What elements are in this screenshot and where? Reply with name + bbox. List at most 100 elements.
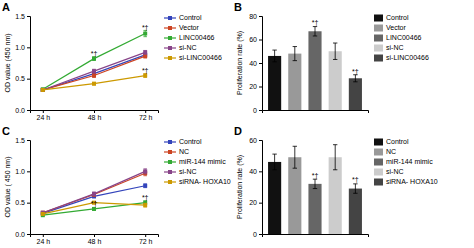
y-axis-tick-label: 0.5: [15, 75, 25, 82]
y-axis-tick: 60: [249, 36, 262, 43]
point: [143, 203, 147, 207]
legend-label: Control: [386, 138, 409, 145]
panel-label: C: [2, 125, 10, 137]
legend-entry: siRNA- HOXA10: [374, 178, 438, 185]
legend-label: siRNA- HOXA10: [179, 178, 231, 185]
x-axis: 24 h 48 h 72 h: [31, 110, 159, 121]
series: [41, 169, 147, 215]
y-axis-tick-mark: [27, 110, 30, 111]
x-axis-tick-mark: [43, 234, 44, 237]
legend: ControlVectorLINC00466si-NCsi-LINC00466: [374, 14, 429, 61]
plot-area: [268, 27, 362, 110]
legend-swatch: [374, 179, 383, 186]
x-axis: [263, 111, 369, 114]
error-bar: [143, 50, 147, 54]
y-axis-tick-mark: [259, 110, 262, 111]
legend-entry: siRNA- HOXA10: [164, 178, 231, 185]
legend-label: miR-144 mimic: [179, 158, 226, 165]
legend-label: si-LINC00466: [386, 54, 429, 61]
error-bar: [143, 54, 147, 58]
legend-entry: Control: [164, 14, 202, 21]
legend-entry: si-NC: [374, 44, 404, 51]
y-axis-tick-mark: [259, 171, 262, 172]
point: [92, 207, 96, 211]
legend-marker: [168, 170, 172, 174]
legend-entry: miR-144 mimic: [164, 158, 226, 165]
legend: ControlNCmiR-144 mimicsi-NCsiRNA- HOXA10: [164, 138, 231, 185]
point: [41, 88, 45, 92]
legend-marker: [168, 36, 172, 40]
point: [143, 184, 147, 188]
x-axis-tick: 24 h: [36, 110, 50, 121]
legend-swatch: [374, 45, 383, 52]
x-axis-tick: 72 h: [139, 234, 153, 245]
y-axis-tick: 20: [249, 199, 262, 206]
y-axis-tick-mark: [259, 40, 262, 41]
y-axis-tick-label: 60: [249, 36, 257, 43]
y-axis-tick-mark: [27, 79, 30, 80]
annotation: *†: [142, 24, 149, 31]
point: [92, 193, 96, 197]
y-axis-tick: 80: [249, 13, 262, 20]
series: [41, 184, 147, 216]
legend-entry: Vector: [164, 24, 200, 31]
legend-marker: [168, 180, 172, 184]
x-axis-tick-mark: [43, 110, 44, 113]
y-axis-tick-mark: [259, 63, 262, 64]
y-axis-tick-label: 60: [249, 137, 257, 144]
y-axis-tick: 1.5: [15, 13, 30, 20]
error-bar: [143, 184, 147, 188]
x-axis-tick-label: 48 h: [88, 238, 102, 245]
series: [41, 201, 147, 216]
legend-entry: LINC00466: [374, 34, 422, 41]
series: [41, 30, 147, 91]
x-axis-tick-label: 72 h: [139, 114, 153, 121]
legend-entry: Vector: [374, 24, 407, 31]
annotation: *†: [91, 50, 98, 57]
x-axis-line: [31, 111, 159, 114]
legend-swatch: [374, 35, 383, 42]
y-axis-tick-label: 0: [253, 231, 257, 238]
point: [41, 88, 45, 92]
legend-swatch: [374, 25, 383, 32]
legend-marker: [168, 140, 172, 144]
plot-area: [268, 145, 362, 234]
annotation: *†: [312, 172, 319, 179]
error-bar: [272, 50, 276, 62]
y-axis-tick: 1.5: [15, 137, 30, 144]
legend-entry: si-NC: [164, 44, 197, 51]
point: [92, 69, 96, 73]
legend-entry: NC: [164, 148, 189, 155]
y-axis-tick: 1.0: [15, 44, 30, 51]
y-axis-tick-mark: [27, 234, 30, 235]
point: [92, 192, 96, 196]
y-axis-tick-mark: [259, 203, 262, 204]
y-axis-line: [259, 17, 263, 111]
point: [41, 212, 45, 216]
panel: 020406080Proliferation rate (%)*†*†: [236, 13, 369, 114]
legend-marker: [168, 46, 172, 50]
legend-entry: si-LINC00466: [164, 54, 222, 61]
x-axis-tick-label: 72 h: [139, 238, 153, 245]
legend-swatch: [374, 55, 383, 62]
x-axis-tick-mark: [94, 110, 95, 113]
annotation: *†: [142, 194, 149, 201]
legend-marker: [168, 160, 172, 164]
x-axis-line: [31, 235, 159, 238]
series-line: [43, 34, 145, 90]
error-bar: [313, 27, 317, 36]
y-axis: 0.00.51.01.5: [15, 13, 30, 114]
error-bar: [92, 193, 96, 197]
x-axis: 24 h48 h72 h: [31, 234, 159, 245]
legend-label: NC: [179, 148, 189, 155]
y-axis-tick: 40: [249, 60, 262, 67]
point: [143, 32, 147, 36]
error-bar: [333, 145, 337, 170]
x-axis-tick-label: 48 h: [88, 114, 102, 121]
error-bar: [293, 47, 297, 61]
x-axis-tick-mark: [94, 234, 95, 237]
y-axis-tick: 20: [249, 83, 262, 90]
legend-swatch: [374, 139, 383, 146]
legend-label: Vector: [386, 24, 407, 31]
legend-label: Control: [179, 138, 202, 145]
